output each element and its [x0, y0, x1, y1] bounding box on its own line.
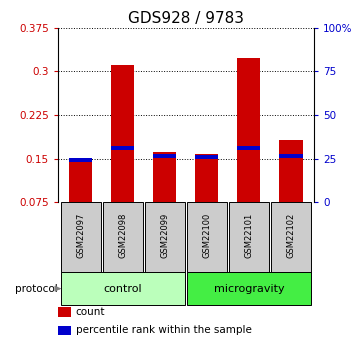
Bar: [187, 202, 227, 272]
Text: GSM22101: GSM22101: [244, 213, 253, 258]
Bar: [111, 146, 134, 150]
Bar: [58, 307, 71, 317]
Bar: [271, 202, 311, 272]
Bar: [145, 202, 185, 272]
Bar: [195, 155, 218, 159]
Bar: [69, 158, 92, 162]
Bar: [103, 202, 143, 272]
Bar: [279, 154, 303, 158]
Text: microgravity: microgravity: [214, 284, 284, 294]
Text: control: control: [104, 284, 142, 294]
Bar: [238, 58, 261, 202]
Text: GSM22099: GSM22099: [160, 213, 169, 258]
Text: percentile rank within the sample: percentile rank within the sample: [76, 325, 252, 335]
Bar: [187, 272, 311, 305]
Bar: [111, 66, 134, 202]
Bar: [153, 151, 177, 202]
Text: protocol: protocol: [16, 284, 58, 294]
Text: GSM22102: GSM22102: [287, 213, 295, 258]
Bar: [61, 202, 101, 272]
Text: GSM22098: GSM22098: [118, 213, 127, 258]
Bar: [279, 140, 303, 202]
Bar: [58, 326, 71, 335]
Bar: [238, 146, 261, 150]
Bar: [195, 154, 218, 202]
Bar: [61, 272, 185, 305]
Text: GSM22100: GSM22100: [203, 213, 212, 258]
Text: GSM22097: GSM22097: [77, 213, 85, 258]
Bar: [229, 202, 269, 272]
Title: GDS928 / 9783: GDS928 / 9783: [128, 11, 244, 27]
Bar: [153, 154, 177, 158]
Text: count: count: [76, 307, 105, 317]
Bar: [69, 160, 92, 202]
